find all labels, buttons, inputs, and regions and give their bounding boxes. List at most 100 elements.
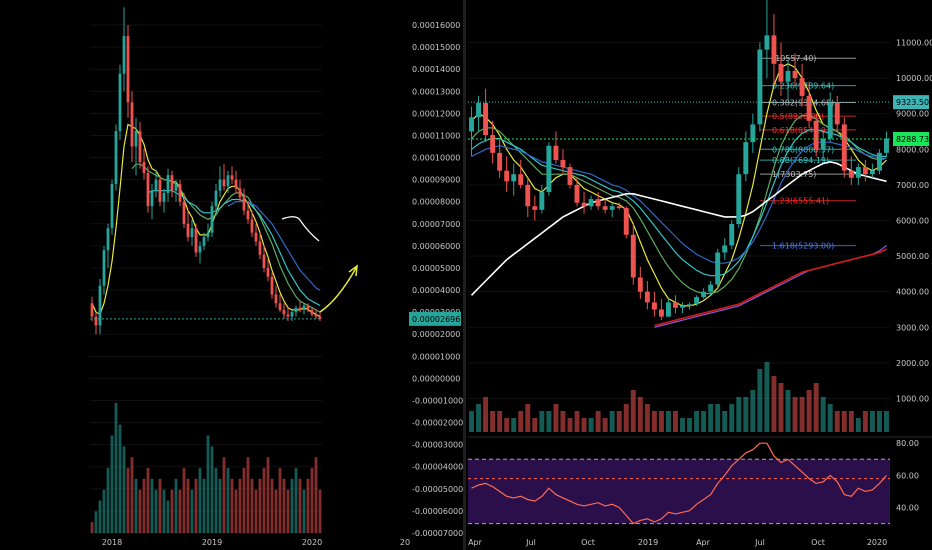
volume-bar xyxy=(490,411,496,432)
last-price-tag xyxy=(409,311,461,326)
candle-body xyxy=(190,228,194,238)
volume-bar xyxy=(102,489,106,533)
volume-bar xyxy=(525,404,531,432)
fib-level-label: 1.618(5293.00) xyxy=(772,242,834,251)
candle-body xyxy=(736,174,742,225)
candle-body xyxy=(757,49,763,125)
left-chart-panel[interactable]: 0.00016000 0.00015000 0.00014000 0.00013000… xyxy=(90,7,463,547)
reference-price-tag xyxy=(893,95,929,110)
candle-body xyxy=(130,102,134,147)
panel-divider[interactable] xyxy=(463,0,466,550)
rsi-line xyxy=(471,442,887,525)
candle-body xyxy=(834,103,840,125)
candle-body xyxy=(162,192,166,202)
y-tick-label: 0.00004000 xyxy=(412,286,460,295)
volume-bar xyxy=(708,404,714,432)
volume-bar xyxy=(126,468,130,533)
volume-bar xyxy=(602,418,608,432)
candle-body xyxy=(820,138,826,150)
candle-body xyxy=(206,232,210,238)
drawn-arrowhead xyxy=(348,264,358,277)
candle-body xyxy=(218,179,222,191)
candle-body xyxy=(174,184,178,191)
candle-body xyxy=(651,302,657,310)
volume-bar xyxy=(574,411,580,432)
moving-average-line xyxy=(654,248,887,327)
x-tick-label: 2019 xyxy=(202,538,222,547)
volume-bar xyxy=(174,478,178,533)
volume-bar xyxy=(532,418,538,432)
volume-bar xyxy=(94,511,98,533)
candle-body xyxy=(150,190,154,207)
y-tick-label: 11000.00 xyxy=(896,38,932,47)
candle-body xyxy=(302,305,306,310)
volume-bar xyxy=(876,411,882,432)
candle-body xyxy=(194,228,198,253)
volume-bar xyxy=(483,397,489,432)
candle-body xyxy=(318,316,322,319)
y-tick-label: 2000.00 xyxy=(896,359,929,368)
volume-bar xyxy=(673,411,678,432)
volume-bar xyxy=(274,489,278,533)
candle-body xyxy=(110,184,114,229)
candle-body xyxy=(715,252,721,285)
volume-bar xyxy=(222,457,226,533)
candle-body xyxy=(469,117,474,132)
candle-body xyxy=(274,294,278,304)
y-tick-label: 0.00008000 xyxy=(412,198,460,207)
candle-body xyxy=(210,206,214,233)
candle-body xyxy=(511,174,517,182)
candle-body xyxy=(154,179,158,191)
volume-bar xyxy=(729,404,735,432)
volume-bar xyxy=(150,478,154,533)
volume-bar xyxy=(262,468,266,533)
volume-bar xyxy=(855,418,861,432)
y-tick-label: -0.00003000 xyxy=(412,441,463,450)
volume-bar xyxy=(504,418,510,432)
candle-body xyxy=(98,285,102,326)
volume-bar xyxy=(560,411,566,432)
volume-bar xyxy=(170,489,174,533)
reference-price-label: 9323.50 xyxy=(896,98,929,107)
candle-body xyxy=(310,309,314,315)
volume-bar xyxy=(258,478,262,533)
candle-body xyxy=(743,142,749,175)
candle-body xyxy=(226,175,230,187)
y-tick-label: -0.00004000 xyxy=(412,463,463,472)
candle-body xyxy=(687,304,693,306)
candle-body xyxy=(532,206,538,210)
volume-bar xyxy=(497,411,503,432)
candle-body xyxy=(644,291,650,303)
volume-bar xyxy=(750,390,756,432)
candle-body xyxy=(222,179,226,187)
candle-body xyxy=(106,228,110,251)
volume-bar xyxy=(162,489,166,533)
candle-body xyxy=(876,152,882,171)
moving-average-line xyxy=(654,244,887,328)
volume-bar xyxy=(266,457,270,533)
candle-body xyxy=(553,145,559,160)
candle-body xyxy=(665,302,671,317)
volume-bar xyxy=(214,468,218,533)
y-tick-label: 1000.00 xyxy=(896,395,929,404)
volume-bar xyxy=(270,478,274,533)
y-tick-label: 0.00006000 xyxy=(412,242,460,251)
x-tick-label: Apr xyxy=(696,538,711,547)
fib-level-label: (10557.40) xyxy=(772,54,816,63)
volume-bar xyxy=(298,478,302,533)
candle-body xyxy=(616,206,622,209)
right-chart-panel[interactable]: 11000.00 10000.00 9000.00 8000.00 7000.00 600… xyxy=(468,0,932,547)
volume-bar xyxy=(687,418,693,432)
candle-body xyxy=(258,241,262,255)
rsi-tick-label: 40.00 xyxy=(896,504,919,513)
candle-body xyxy=(497,152,503,171)
volume-bar xyxy=(764,362,770,432)
candle-body xyxy=(637,277,643,292)
candle-body xyxy=(799,78,805,96)
y-tick-label: 0.00005000 xyxy=(412,264,460,273)
volume-bar xyxy=(841,411,847,432)
volume-bar xyxy=(110,435,114,533)
candle-body xyxy=(126,36,130,103)
volume-bar xyxy=(182,468,186,533)
rsi-pane[interactable]: 80.00 60.00 40.00 xyxy=(468,436,932,525)
